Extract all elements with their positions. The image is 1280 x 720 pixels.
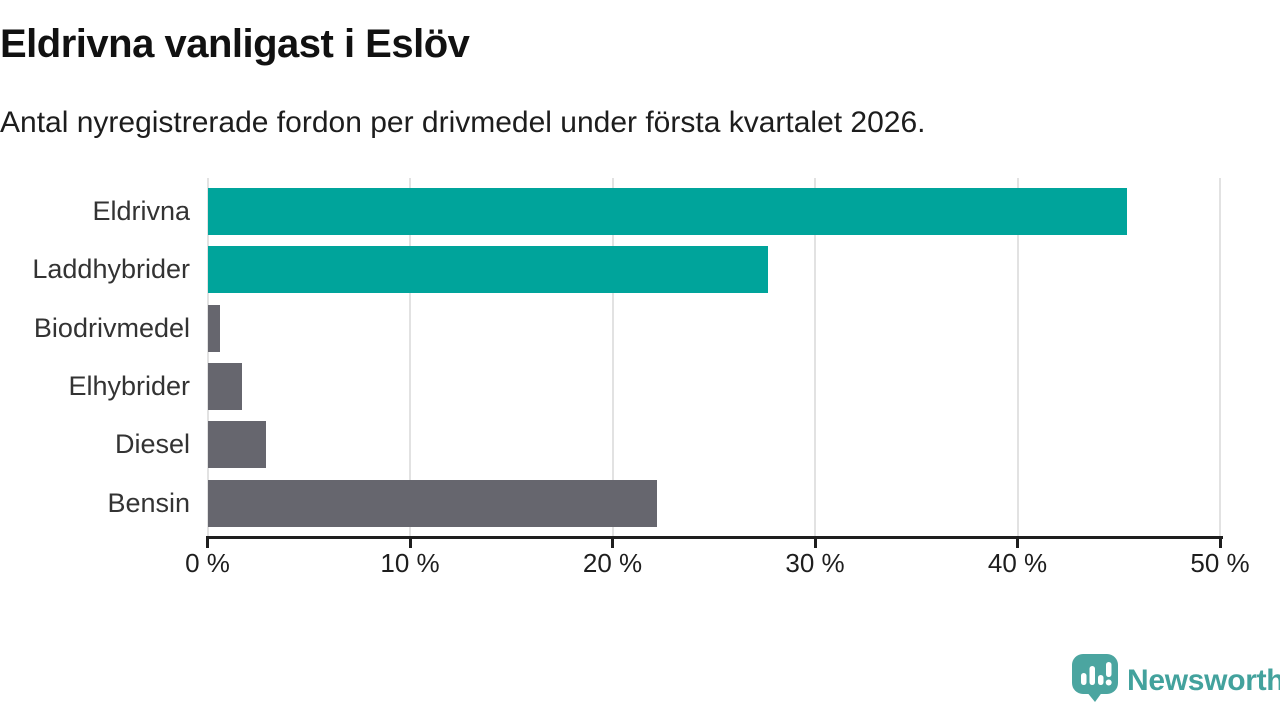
- newsworthy-logo-icon: [1071, 653, 1119, 708]
- brand-footer: Newsworthy: [1071, 653, 1280, 708]
- y-axis-category-label: Biodrivmedel: [33, 312, 190, 343]
- bar-chart-plot-area: Eldrivna Laddhybrider Biodrivmedel Elhybrid…: [32, 178, 1250, 578]
- x-axis-tick: [1016, 536, 1019, 548]
- x-axis-tick-label: 0 %: [185, 548, 230, 578]
- x-axis-tick-label: 50 %: [1190, 548, 1250, 578]
- bar-diesel: [207, 421, 267, 469]
- x-axis-tick: [611, 536, 614, 548]
- x-axis-tick-label: 40 %: [987, 548, 1048, 578]
- y-axis-category-label: Bensin: [107, 487, 190, 518]
- x-axis-tick: [408, 536, 412, 548]
- gridline: [814, 178, 816, 536]
- y-axis-category-label: Diesel: [114, 429, 190, 460]
- brand-name: Newsworthy: [1127, 663, 1280, 697]
- bar-bensin: [207, 479, 658, 527]
- gridline: [409, 178, 411, 536]
- x-axis-tick: [1218, 536, 1222, 548]
- x-axis-tick-label: 20 %: [582, 548, 643, 578]
- y-axis-category-label: Elhybrider: [68, 370, 190, 401]
- bar-laddhybrider: [207, 246, 769, 294]
- x-axis-tick: [206, 536, 209, 548]
- x-axis-tick: [813, 536, 817, 548]
- x-axis-line: [206, 536, 1223, 539]
- gridline: [206, 178, 209, 536]
- gridline: [611, 178, 614, 536]
- bar-elhybrider: [207, 362, 242, 410]
- y-axis-category-label: Eldrivna: [92, 196, 190, 226]
- gridline: [1219, 178, 1221, 536]
- x-axis-tick-label: 10 %: [380, 548, 440, 578]
- y-axis-category-label: Laddhybrider: [32, 254, 190, 285]
- chart-title: Eldrivna vanligast i Eslöv: [0, 22, 470, 66]
- gridline: [1016, 178, 1019, 536]
- bar-biodrivmedel: [207, 304, 220, 352]
- chart-subtitle: Antal nyregistrerade fordon per drivmede…: [0, 106, 926, 139]
- bar-eldrivna: [207, 188, 1127, 235]
- x-axis-tick-label: 30 %: [785, 548, 845, 578]
